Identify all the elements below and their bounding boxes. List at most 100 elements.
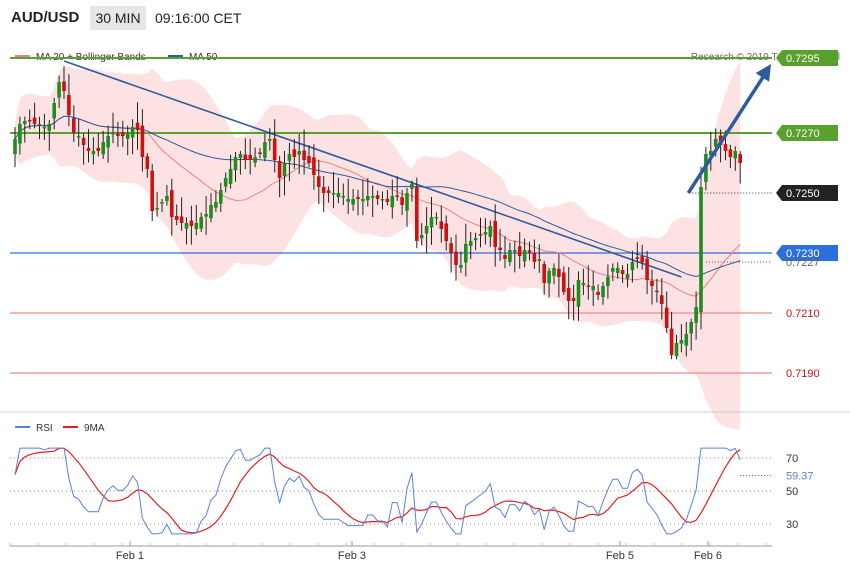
candle xyxy=(52,97,56,130)
price-tag-label: 0.7190 xyxy=(786,368,820,380)
candle-body xyxy=(336,193,341,198)
candle-body xyxy=(106,136,110,148)
price-tag-box xyxy=(776,245,838,261)
candle-body xyxy=(478,234,483,236)
candle-body xyxy=(674,343,679,357)
candle-body xyxy=(601,286,605,298)
candle xyxy=(375,190,380,205)
candle-body xyxy=(351,199,355,205)
candle xyxy=(562,266,566,296)
candle-body xyxy=(586,285,591,287)
candle xyxy=(728,144,733,169)
candle xyxy=(326,186,331,203)
chart-header: AUD/USD 30 MIN 09:16:00 CET xyxy=(0,0,850,38)
price-tag-box xyxy=(776,50,838,66)
candle-body xyxy=(434,217,439,219)
candle xyxy=(444,215,448,251)
candle-body xyxy=(91,151,96,155)
candle xyxy=(694,291,698,340)
candle-body xyxy=(47,124,52,131)
candle-body xyxy=(96,147,101,151)
candle-body xyxy=(292,149,297,157)
candle xyxy=(287,142,292,182)
candle xyxy=(517,232,522,269)
candle xyxy=(62,66,66,100)
candle xyxy=(424,207,429,254)
candle-body xyxy=(204,214,208,217)
candle xyxy=(57,75,61,109)
candle-body xyxy=(493,220,497,247)
candle xyxy=(238,150,243,175)
candle xyxy=(150,163,154,222)
candle-body xyxy=(552,268,556,276)
candle-body xyxy=(282,163,287,177)
candle-body xyxy=(513,250,517,252)
candle-body xyxy=(160,202,164,204)
candle-body xyxy=(650,280,654,286)
candle xyxy=(361,179,365,216)
candle-body xyxy=(135,122,140,130)
candle-body xyxy=(331,193,336,195)
price-tag-label: 0.7210 xyxy=(786,308,820,320)
candle xyxy=(307,145,311,168)
rsi-ma-legend: 9MA xyxy=(63,423,105,434)
candle xyxy=(542,260,546,295)
x-label-Feb-5: Feb 5 xyxy=(606,550,634,562)
candle xyxy=(664,291,669,333)
timestamp: 09:16:00 CET xyxy=(155,10,242,26)
candle xyxy=(292,138,297,169)
candle-body xyxy=(317,176,321,187)
candle-body xyxy=(52,103,56,119)
candle xyxy=(170,178,174,236)
candle-body xyxy=(468,241,473,246)
candle-body xyxy=(253,157,257,163)
candle xyxy=(194,205,199,236)
candle xyxy=(419,223,424,246)
candle-body xyxy=(562,272,566,292)
candle-body xyxy=(723,144,728,151)
candle xyxy=(366,178,370,207)
candle-body xyxy=(268,139,272,141)
candle-body xyxy=(635,257,640,259)
candle-body xyxy=(233,157,238,171)
rsi-legend: RSI xyxy=(15,423,53,434)
candle-body xyxy=(121,131,125,136)
candle-body xyxy=(111,133,115,135)
candle-body xyxy=(483,232,488,235)
candle xyxy=(645,251,649,295)
candle xyxy=(116,121,120,147)
price-tag-box xyxy=(776,185,838,201)
candle-body xyxy=(361,199,365,202)
candle-body xyxy=(72,118,76,133)
candle xyxy=(473,232,478,251)
candle-body xyxy=(125,133,130,139)
candle xyxy=(125,125,130,156)
candle-body xyxy=(532,252,537,262)
candle-body xyxy=(277,160,282,178)
timeframe-badge[interactable]: 30 MIN xyxy=(90,6,146,30)
candle-body xyxy=(679,340,684,344)
candle-body xyxy=(694,307,698,323)
candle-body xyxy=(630,262,635,271)
candle xyxy=(277,155,282,198)
candle-body xyxy=(179,216,184,223)
candle xyxy=(13,127,17,168)
candle xyxy=(488,220,493,247)
candle-body xyxy=(473,238,478,241)
candle-body xyxy=(380,199,385,201)
candle xyxy=(390,179,395,219)
candle xyxy=(532,239,537,269)
price-tag-label: 0.7250 xyxy=(786,188,820,200)
candle-body xyxy=(238,154,243,159)
candle xyxy=(37,116,42,140)
rsi-tick-30: 30 xyxy=(786,519,798,531)
candle xyxy=(615,262,620,279)
candle-body xyxy=(312,157,316,175)
candle-body xyxy=(67,94,71,115)
candle xyxy=(27,109,32,130)
candle xyxy=(733,146,738,171)
candle xyxy=(204,196,208,235)
rsi-legend-label: RSI xyxy=(36,423,53,434)
candle xyxy=(557,253,561,298)
